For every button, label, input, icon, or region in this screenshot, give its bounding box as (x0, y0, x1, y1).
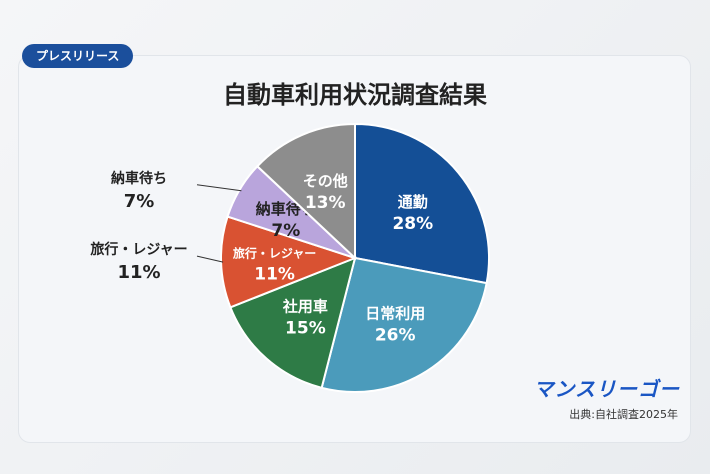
callout-line-4 (196, 184, 242, 192)
callout-value-4: 7% (124, 191, 155, 212)
pie-slice-2 (229, 256, 357, 390)
pie-slice-0 (354, 122, 490, 285)
slice-label-5: その他 (303, 172, 348, 190)
slice-value-2: 15% (285, 318, 326, 338)
slice-value-5: 13% (305, 193, 346, 213)
pie-slice-3 (220, 215, 358, 309)
pie-slice-1 (320, 256, 488, 393)
callout-label-3: 旅行・レジャー (90, 241, 187, 258)
callout-label-4: 納車待ち (111, 170, 167, 187)
slice-value-3: 11% (254, 265, 295, 285)
pie-slice-5 (255, 122, 356, 261)
slice-value-1: 26% (375, 325, 416, 345)
brand-logo: マンスリーゴー (533, 377, 680, 401)
callout-value-3: 11% (117, 262, 160, 283)
press-release-badge: プレスリリース (22, 44, 134, 68)
slice-label-0: 通勤 (398, 193, 428, 211)
slice-value-0: 28% (392, 214, 433, 234)
chart-title: 自動車利用状況調査結果 (223, 81, 487, 109)
slice-label-3: 旅行・レジャー (233, 246, 316, 261)
callout-line-3 (196, 255, 224, 263)
slice-label-2: 社用車 (282, 297, 328, 315)
slice-value-4: 7% (271, 221, 300, 241)
slice-label-1: 日常利用 (365, 304, 425, 322)
source-note: 出典:自社調査2025年 (569, 408, 678, 421)
